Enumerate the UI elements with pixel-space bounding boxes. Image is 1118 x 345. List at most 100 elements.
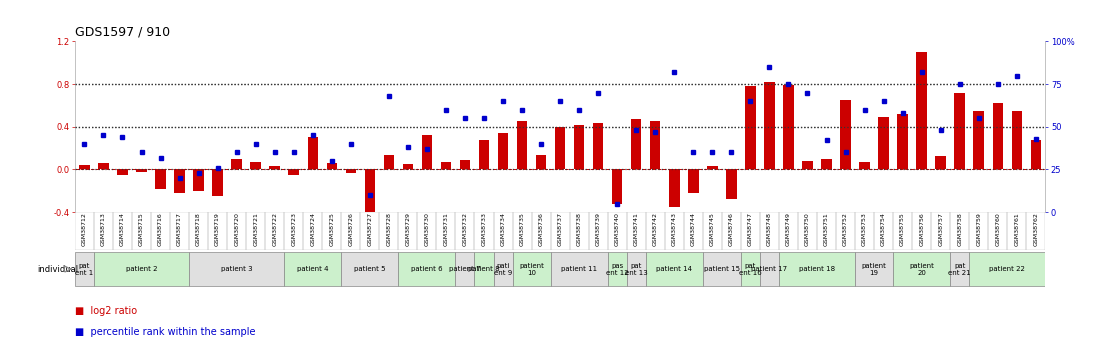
Bar <box>75 252 94 286</box>
Text: GSM38729: GSM38729 <box>406 212 410 246</box>
Bar <box>874 212 893 250</box>
Bar <box>364 169 375 214</box>
Bar <box>988 212 1007 250</box>
Text: ■  log2 ratio: ■ log2 ratio <box>75 306 138 316</box>
Bar <box>817 212 836 250</box>
Text: patient
19: patient 19 <box>862 263 887 276</box>
Text: GSM38727: GSM38727 <box>368 212 372 246</box>
Bar <box>893 212 912 250</box>
Bar <box>612 169 623 204</box>
Bar <box>707 166 718 169</box>
Text: GSM38718: GSM38718 <box>196 212 201 246</box>
Text: GSM38732: GSM38732 <box>463 212 467 246</box>
Text: individual: individual <box>37 265 78 274</box>
Text: GSM38760: GSM38760 <box>995 212 1001 246</box>
Bar <box>345 169 356 173</box>
Text: patient 3: patient 3 <box>221 266 253 272</box>
Bar <box>574 125 585 169</box>
Bar <box>379 212 398 250</box>
Text: GSM38755: GSM38755 <box>900 212 906 246</box>
Bar <box>113 212 132 250</box>
Bar <box>517 121 528 169</box>
Bar <box>402 164 414 169</box>
Text: patient
20: patient 20 <box>909 263 934 276</box>
Text: patient 17: patient 17 <box>751 266 787 272</box>
Text: patient 11: patient 11 <box>561 266 597 272</box>
Bar <box>284 252 341 286</box>
Text: GSM38721: GSM38721 <box>253 212 258 246</box>
Bar <box>974 111 984 169</box>
Bar <box>608 212 627 250</box>
Bar <box>784 85 794 169</box>
Bar <box>765 82 775 169</box>
Text: GSM38757: GSM38757 <box>938 212 944 246</box>
Text: GSM38724: GSM38724 <box>311 212 315 246</box>
Bar <box>665 212 684 250</box>
Bar <box>760 212 779 250</box>
Bar <box>398 252 455 286</box>
Text: GSM38731: GSM38731 <box>444 212 448 246</box>
Bar <box>803 161 813 169</box>
Bar <box>421 135 433 169</box>
Text: GSM38739: GSM38739 <box>596 212 600 246</box>
Bar <box>722 212 741 250</box>
Bar <box>231 159 241 169</box>
Bar <box>746 86 756 169</box>
Bar <box>212 169 222 196</box>
Bar <box>269 166 280 169</box>
Text: GSM38723: GSM38723 <box>291 212 296 246</box>
Bar <box>284 212 303 250</box>
Text: GSM38736: GSM38736 <box>539 212 543 246</box>
Bar <box>250 162 260 169</box>
Bar <box>760 252 779 286</box>
Bar <box>879 117 889 169</box>
Text: GSM38762: GSM38762 <box>1033 212 1039 246</box>
Text: GDS1597 / 910: GDS1597 / 910 <box>75 26 170 39</box>
Text: GSM38753: GSM38753 <box>862 212 868 246</box>
Bar <box>193 169 203 191</box>
Bar <box>969 252 1045 286</box>
Bar <box>174 169 184 193</box>
Text: patient 4: patient 4 <box>297 266 329 272</box>
Bar <box>75 212 94 250</box>
Bar <box>512 252 550 286</box>
Bar <box>474 212 493 250</box>
Bar <box>860 162 870 169</box>
Text: patient 6: patient 6 <box>411 266 443 272</box>
Bar <box>94 252 189 286</box>
Text: patient 14: patient 14 <box>656 266 692 272</box>
Text: GSM38737: GSM38737 <box>558 212 562 246</box>
Bar <box>189 252 284 286</box>
Bar <box>822 159 832 169</box>
Bar <box>917 52 927 169</box>
Bar <box>898 114 908 169</box>
Bar <box>1031 140 1041 169</box>
Text: patient 2: patient 2 <box>125 266 158 272</box>
Bar <box>841 100 851 169</box>
Bar <box>417 212 436 250</box>
Bar <box>912 212 931 250</box>
Bar <box>836 212 855 250</box>
Text: GSM38759: GSM38759 <box>976 212 982 246</box>
Bar <box>117 169 127 175</box>
Bar <box>536 155 547 169</box>
Text: GSM38725: GSM38725 <box>330 212 334 246</box>
Text: GSM38749: GSM38749 <box>786 212 790 246</box>
Bar <box>589 212 608 250</box>
Bar <box>307 137 318 169</box>
Text: GSM38743: GSM38743 <box>672 212 676 246</box>
Bar <box>498 133 509 169</box>
Text: GSM38719: GSM38719 <box>215 212 220 246</box>
Text: GSM38734: GSM38734 <box>501 212 505 246</box>
Bar <box>383 155 395 169</box>
Text: GSM38714: GSM38714 <box>120 212 125 246</box>
Text: patient 8: patient 8 <box>468 266 500 272</box>
Bar <box>550 212 570 250</box>
Text: GSM38726: GSM38726 <box>349 212 353 246</box>
Bar <box>170 212 189 250</box>
Bar <box>646 212 665 250</box>
Bar <box>555 127 566 169</box>
Text: GSM38756: GSM38756 <box>919 212 925 246</box>
Bar <box>474 252 493 286</box>
Bar <box>703 212 722 250</box>
